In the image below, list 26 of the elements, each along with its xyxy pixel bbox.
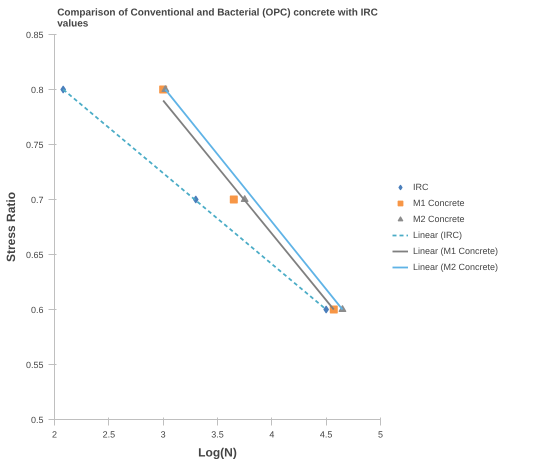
y-axis-title: Stress Ratio bbox=[4, 192, 18, 262]
legend-label: Linear (M2 Concrete) bbox=[413, 260, 498, 272]
y-tick-label: 0.8 bbox=[30, 85, 44, 95]
x-tick-label: 4.5 bbox=[320, 430, 332, 440]
y-tick-label: 0.55 bbox=[26, 360, 44, 370]
x-axis-title: Log(N) bbox=[198, 446, 237, 460]
y-tick-label: 0.85 bbox=[26, 30, 44, 40]
y-tick-label: 0.7 bbox=[30, 195, 44, 205]
point bbox=[323, 306, 329, 314]
y-tick-label: 0.6 bbox=[30, 305, 44, 315]
x-tick-label: 3 bbox=[160, 430, 166, 440]
point bbox=[230, 196, 238, 204]
legend-label: M1 Concrete bbox=[413, 196, 465, 208]
legend-label: Linear (M1 Concrete) bbox=[413, 244, 498, 256]
x-tick-label: 4 bbox=[269, 430, 274, 440]
legend-label: IRC bbox=[413, 180, 430, 192]
y-tick-label: 0.65 bbox=[26, 250, 44, 260]
x-tick-label: 5 bbox=[378, 430, 384, 440]
legend-label: Linear (IRC) bbox=[413, 228, 462, 240]
x-tick-label: 2.5 bbox=[102, 430, 116, 440]
x-tick-label: 2 bbox=[52, 430, 58, 440]
chart-title: Comparison of Conventional and Bacterial (OPC) concrete with IRC values bbox=[57, 8, 378, 30]
y-tick-label: 0.75 bbox=[26, 140, 44, 150]
y-tick-label: 0.5 bbox=[30, 415, 44, 425]
legend-label: M2 Concrete bbox=[413, 212, 465, 224]
x-tick-label: 3.5 bbox=[211, 430, 224, 440]
